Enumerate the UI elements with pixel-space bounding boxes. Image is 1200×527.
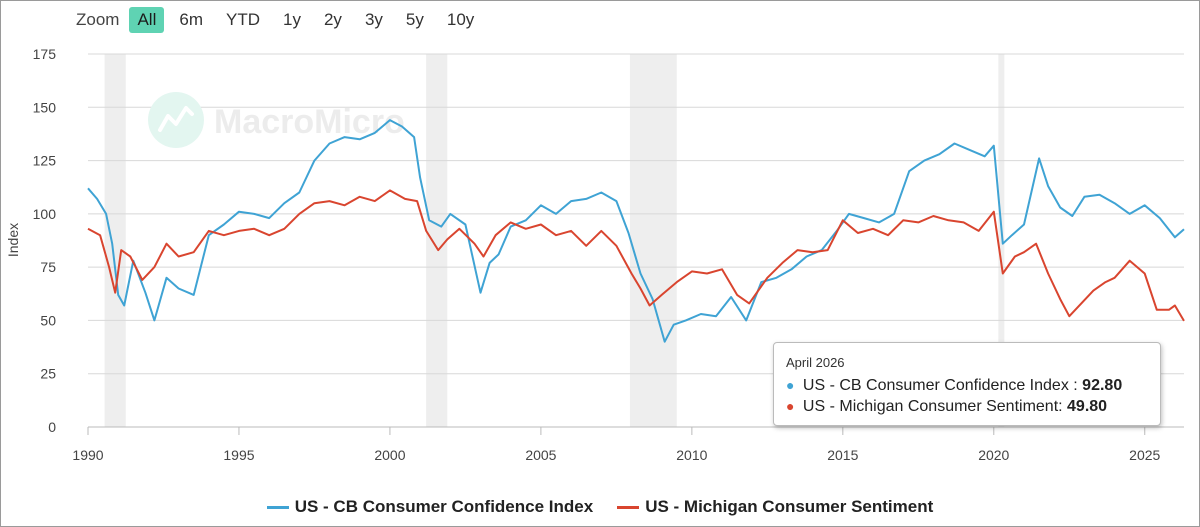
series-line-michigan-sentiment xyxy=(87,189,1185,322)
tooltip-value-cb: 92.80 xyxy=(1082,377,1123,394)
zoom-button-3y[interactable]: 3y xyxy=(364,10,383,29)
recession-band-0 xyxy=(104,54,126,427)
y-tick-label: 150 xyxy=(33,99,57,115)
zoom-button-all[interactable]: All xyxy=(129,7,165,33)
tooltip-value-michigan: 49.80 xyxy=(1067,398,1108,415)
zoom-button-1y[interactable]: 1y xyxy=(283,10,301,29)
tooltip-label-cb: US - CB Consumer Confidence Index : xyxy=(802,377,1078,394)
x-tick-label: 2025 xyxy=(1129,447,1160,463)
x-tick-label: 2020 xyxy=(978,447,1009,463)
tooltip-date: April 2026 xyxy=(786,355,845,370)
zoom-button-10y[interactable]: 10y xyxy=(446,10,475,29)
x-tick-label: 2005 xyxy=(525,447,556,463)
zoom-button-2y[interactable]: 2y xyxy=(323,10,342,29)
legend-line-michigan-icon xyxy=(617,505,640,509)
x-axis-ticks: 1990 1995 2000 2005 2010 2015 2020 2025 xyxy=(72,426,1184,463)
y-tick-label: 25 xyxy=(40,366,56,382)
watermark-text: MacroMicro xyxy=(214,103,405,141)
x-tick-label: 1995 xyxy=(223,447,254,463)
legend: US - CB Consumer Confidence Index US - M… xyxy=(0,497,1200,517)
recession-band-2 xyxy=(629,54,677,427)
recession-band-1 xyxy=(426,54,448,427)
series-line-cb-consumer-confidence xyxy=(87,119,1185,343)
michigan-dot-icon: ● xyxy=(786,398,795,414)
y-tick-label: 125 xyxy=(33,153,57,169)
legend-line-cb-icon xyxy=(266,505,289,509)
legend-item-cb[interactable]: US - CB Consumer Confidence Index xyxy=(266,497,594,517)
y-tick-label: 0 xyxy=(48,419,56,435)
recession-band-3 xyxy=(998,54,1005,427)
zoom-bar: Zoom All 6m YTD 1y 2y 3y 5y 10y xyxy=(76,6,489,34)
x-tick-label: 2000 xyxy=(374,447,405,463)
y-axis-label: Index xyxy=(5,223,21,257)
series-lines xyxy=(87,119,1185,343)
tooltip: April 2026 ● US - CB Consumer Confidence… xyxy=(773,342,1161,426)
recession-shading xyxy=(104,54,1005,427)
y-tick-label: 75 xyxy=(40,259,56,275)
x-tick-label: 2010 xyxy=(676,447,707,463)
cb-dot-icon: ● xyxy=(786,377,795,393)
tooltip-row-cb: ● US - CB Consumer Confidence Index : 92… xyxy=(786,375,1160,396)
x-tick-label: 1990 xyxy=(72,447,103,463)
x-tick-label: 2015 xyxy=(827,447,858,463)
zoom-button-ytd[interactable]: YTD xyxy=(226,10,260,29)
y-tick-label: 50 xyxy=(40,312,56,328)
zoom-button-6m[interactable]: 6m xyxy=(179,10,203,29)
tooltip-row-michigan: ● US - Michigan Consumer Sentiment: 49.8… xyxy=(786,396,1160,417)
y-tick-label: 175 xyxy=(33,46,57,62)
legend-label-michigan: US - Michigan Consumer Sentiment xyxy=(645,497,934,516)
y-tick-label: 100 xyxy=(33,206,57,222)
watermark: MacroMicro xyxy=(148,92,405,148)
zoom-label: Zoom xyxy=(76,10,120,29)
legend-item-michigan[interactable]: US - Michigan Consumer Sentiment xyxy=(617,497,933,517)
y-axis-ticks: 0 25 50 75 100 125 150 175 xyxy=(33,46,57,435)
zoom-button-5y[interactable]: 5y xyxy=(405,10,424,29)
tooltip-label-michigan: US - Michigan Consumer Sentiment: xyxy=(802,398,1063,415)
legend-label-cb: US - CB Consumer Confidence Index xyxy=(294,497,594,516)
